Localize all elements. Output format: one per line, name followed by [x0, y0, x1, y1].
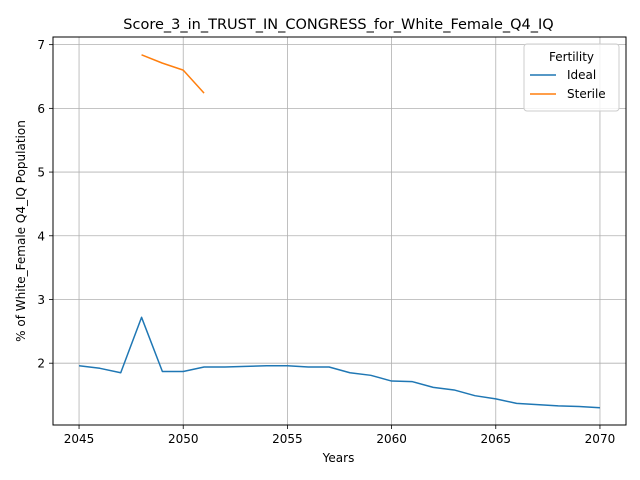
- x-tick-label: 2060: [376, 432, 407, 446]
- chart-title: Score_3_in_TRUST_IN_CONGRESS_for_White_F…: [123, 17, 553, 33]
- legend-label-sterile: Sterile: [567, 87, 606, 101]
- x-tick-label: 2045: [64, 432, 95, 446]
- legend-title: Fertility: [549, 50, 594, 64]
- legend: Fertility Ideal Sterile: [524, 44, 619, 111]
- y-tick-label: 3: [37, 293, 45, 307]
- y-tick-label: 4: [37, 229, 45, 243]
- x-tick-label: 2065: [480, 432, 511, 446]
- y-tick-label: 6: [37, 102, 45, 116]
- x-tick-label: 2050: [168, 432, 199, 446]
- y-tick-label: 7: [37, 38, 45, 52]
- x-tick-label: 2055: [272, 432, 303, 446]
- x-axis-label: Years: [322, 451, 355, 465]
- legend-label-ideal: Ideal: [567, 68, 596, 82]
- y-axis-label: % of White_Female Q4_IQ Population: [14, 120, 28, 342]
- y-tick-label: 5: [37, 166, 45, 180]
- y-tick-label: 2: [37, 357, 45, 371]
- x-tick-label: 2070: [585, 432, 616, 446]
